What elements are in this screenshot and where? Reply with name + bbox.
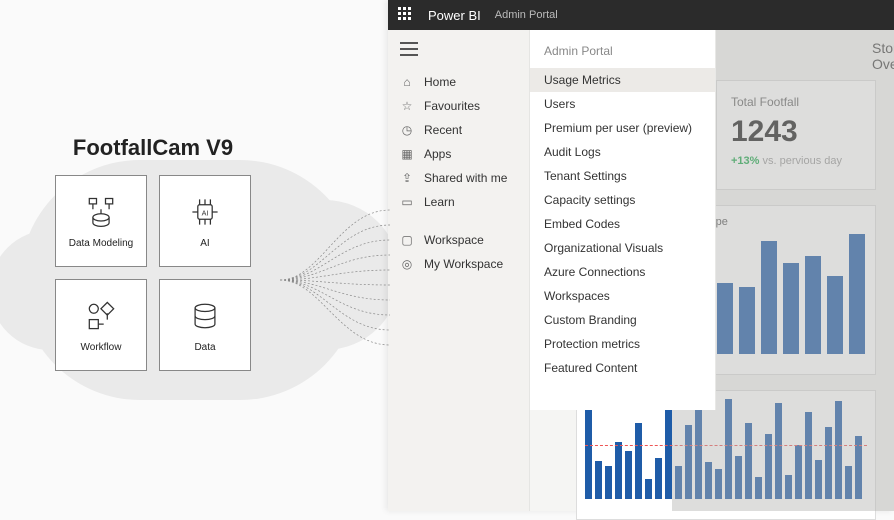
admin-portal-panel: Admin Portal Usage MetricsUsersPremium p… xyxy=(530,30,716,410)
clock-icon: ◷ xyxy=(400,123,414,137)
card-ai: AI AI xyxy=(159,175,251,267)
nav-label: Learn xyxy=(424,195,455,209)
nav-workspace[interactable]: ▢ Workspace xyxy=(388,228,529,252)
card-label: Workflow xyxy=(81,342,122,353)
apps-icon: ▦ xyxy=(400,147,414,161)
admin-panel-header: Admin Portal xyxy=(530,40,715,68)
bar xyxy=(665,407,672,499)
star-icon: ☆ xyxy=(400,99,414,113)
admin-item[interactable]: Custom Branding xyxy=(530,308,715,332)
nav-label: Home xyxy=(424,75,456,89)
share-icon: ⇪ xyxy=(400,171,414,185)
nav-learn[interactable]: ▭ Learn xyxy=(388,190,529,214)
sidebar: ⌂ Home ☆ Favourites ◷ Recent ▦ Apps ⇪ Shared … xyxy=(388,30,530,511)
bar xyxy=(595,461,602,499)
card-data-modeling: Data Modeling xyxy=(55,175,147,267)
card-label: Data xyxy=(194,342,215,353)
nav-label: Favourites xyxy=(424,99,480,113)
admin-item[interactable]: Premium per user (preview) xyxy=(530,116,715,140)
home-icon: ⌂ xyxy=(400,75,414,89)
nav-label: Shared with me xyxy=(424,171,507,185)
bar xyxy=(585,403,592,499)
grid-icon: ▢ xyxy=(400,233,414,247)
admin-item[interactable]: Featured Content xyxy=(530,356,715,380)
bar xyxy=(605,466,612,499)
admin-item[interactable]: Users xyxy=(530,92,715,116)
nav-label: Recent xyxy=(424,123,462,137)
nav-label: Workspace xyxy=(424,233,484,247)
nav-apps[interactable]: ▦ Apps xyxy=(388,142,529,166)
bar xyxy=(615,442,622,499)
admin-item[interactable]: Protection metrics xyxy=(530,332,715,356)
powerbi-window: Power BI Admin Portal ⌂ Home ☆ Favourites … xyxy=(388,0,894,511)
bar xyxy=(645,479,652,499)
app-launcher-icon[interactable] xyxy=(398,7,414,23)
nav-recent[interactable]: ◷ Recent xyxy=(388,118,529,142)
admin-item[interactable]: Embed Codes xyxy=(530,212,715,236)
card-data: Data xyxy=(159,279,251,371)
footfallcam-title: FootfallCam V9 xyxy=(55,135,251,161)
book-icon: ▭ xyxy=(400,195,414,209)
nav-my-workspace[interactable]: ◎ My Workspace xyxy=(388,252,529,276)
admin-item[interactable]: Workspaces xyxy=(530,284,715,308)
topbar: Power BI Admin Portal xyxy=(388,0,894,30)
bar xyxy=(625,451,632,499)
card-workflow: Workflow xyxy=(55,279,147,371)
target-icon: ◎ xyxy=(400,257,414,271)
card-label: Data Modeling xyxy=(69,238,133,249)
footfallcam-block: FootfallCam V9 Data Modeling AI AI xyxy=(55,135,251,371)
bar xyxy=(635,423,642,499)
footfallcam-region: FootfallCam V9 Data Modeling AI AI xyxy=(0,0,388,511)
admin-item[interactable]: Organizational Visuals xyxy=(530,236,715,260)
admin-item[interactable]: Azure Connections xyxy=(530,260,715,284)
hamburger-icon[interactable] xyxy=(400,42,418,56)
admin-item[interactable]: Capacity settings xyxy=(530,188,715,212)
admin-item[interactable]: Usage Metrics xyxy=(530,68,715,92)
bar xyxy=(655,458,662,499)
connector-lines xyxy=(280,200,390,360)
card-label: AI xyxy=(200,238,209,249)
nav-label: Apps xyxy=(424,147,451,161)
breadcrumb: Admin Portal xyxy=(495,9,558,21)
nav-home[interactable]: ⌂ Home xyxy=(388,70,529,94)
svg-text:AI: AI xyxy=(202,208,209,217)
nav-favourites[interactable]: ☆ Favourites xyxy=(388,94,529,118)
admin-item[interactable]: Tenant Settings xyxy=(530,164,715,188)
brand-label: Power BI xyxy=(428,8,481,23)
nav-label: My Workspace xyxy=(424,257,503,271)
nav-shared[interactable]: ⇪ Shared with me xyxy=(388,166,529,190)
admin-item[interactable]: Audit Logs xyxy=(530,140,715,164)
